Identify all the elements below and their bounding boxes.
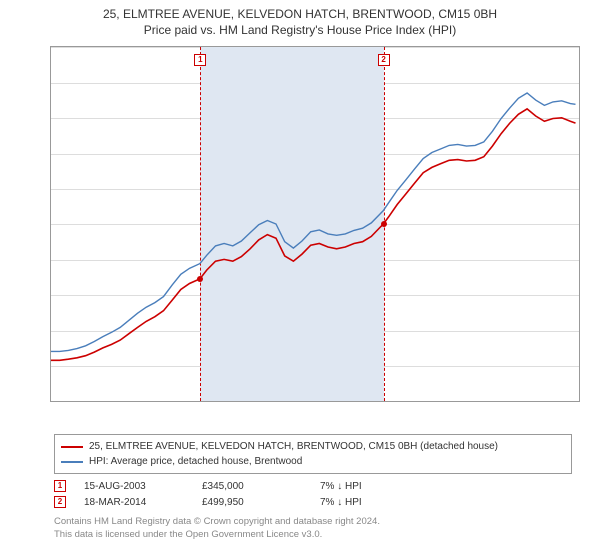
attribution-line-2: This data is licensed under the Open Gov… bbox=[54, 529, 572, 541]
chart-area: £0£100K£200K£300K£400K£500K£600K£700K£80… bbox=[6, 40, 590, 430]
transaction-date-1: 15-AUG-2003 bbox=[84, 481, 184, 492]
transaction-delta-2: 7% ↓ HPI bbox=[320, 497, 420, 508]
series-hpi bbox=[51, 93, 576, 351]
title-block: 25, ELMTREE AVENUE, KELVEDON HATCH, BREN… bbox=[0, 0, 600, 40]
legend-item-property: 25, ELMTREE AVENUE, KELVEDON HATCH, BREN… bbox=[61, 439, 565, 454]
transaction-date-2: 18-MAR-2014 bbox=[84, 497, 184, 508]
plot-region: £0£100K£200K£300K£400K£500K£600K£700K£80… bbox=[50, 46, 580, 402]
event-dot-1 bbox=[197, 276, 203, 282]
legend: 25, ELMTREE AVENUE, KELVEDON HATCH, BREN… bbox=[54, 434, 572, 474]
transaction-row-1: 1 15-AUG-2003 £345,000 7% ↓ HPI bbox=[54, 478, 572, 494]
legend-item-hpi: HPI: Average price, detached house, Bren… bbox=[61, 454, 565, 469]
legend-swatch-hpi bbox=[61, 461, 83, 463]
legend-label-hpi: HPI: Average price, detached house, Bren… bbox=[89, 454, 302, 469]
series-svg bbox=[51, 47, 579, 401]
transaction-marker-2: 2 bbox=[54, 496, 66, 508]
transaction-price-2: £499,950 bbox=[202, 497, 302, 508]
transaction-delta-1: 7% ↓ HPI bbox=[320, 481, 420, 492]
attribution: Contains HM Land Registry data © Crown c… bbox=[54, 516, 572, 541]
transaction-row-2: 2 18-MAR-2014 £499,950 7% ↓ HPI bbox=[54, 494, 572, 510]
event-dot-2 bbox=[381, 221, 387, 227]
title-line-2: Price paid vs. HM Land Registry's House … bbox=[0, 22, 600, 38]
legend-swatch-property bbox=[61, 446, 83, 448]
attribution-line-1: Contains HM Land Registry data © Crown c… bbox=[54, 516, 572, 528]
transaction-price-1: £345,000 bbox=[202, 481, 302, 492]
legend-label-property: 25, ELMTREE AVENUE, KELVEDON HATCH, BREN… bbox=[89, 439, 498, 454]
transaction-marker-1: 1 bbox=[54, 480, 66, 492]
series-property bbox=[51, 109, 576, 360]
title-line-1: 25, ELMTREE AVENUE, KELVEDON HATCH, BREN… bbox=[0, 6, 600, 22]
transactions-table: 1 15-AUG-2003 £345,000 7% ↓ HPI 2 18-MAR… bbox=[54, 478, 572, 510]
event-marker-2: 2 bbox=[378, 54, 390, 66]
event-marker-1: 1 bbox=[194, 54, 206, 66]
